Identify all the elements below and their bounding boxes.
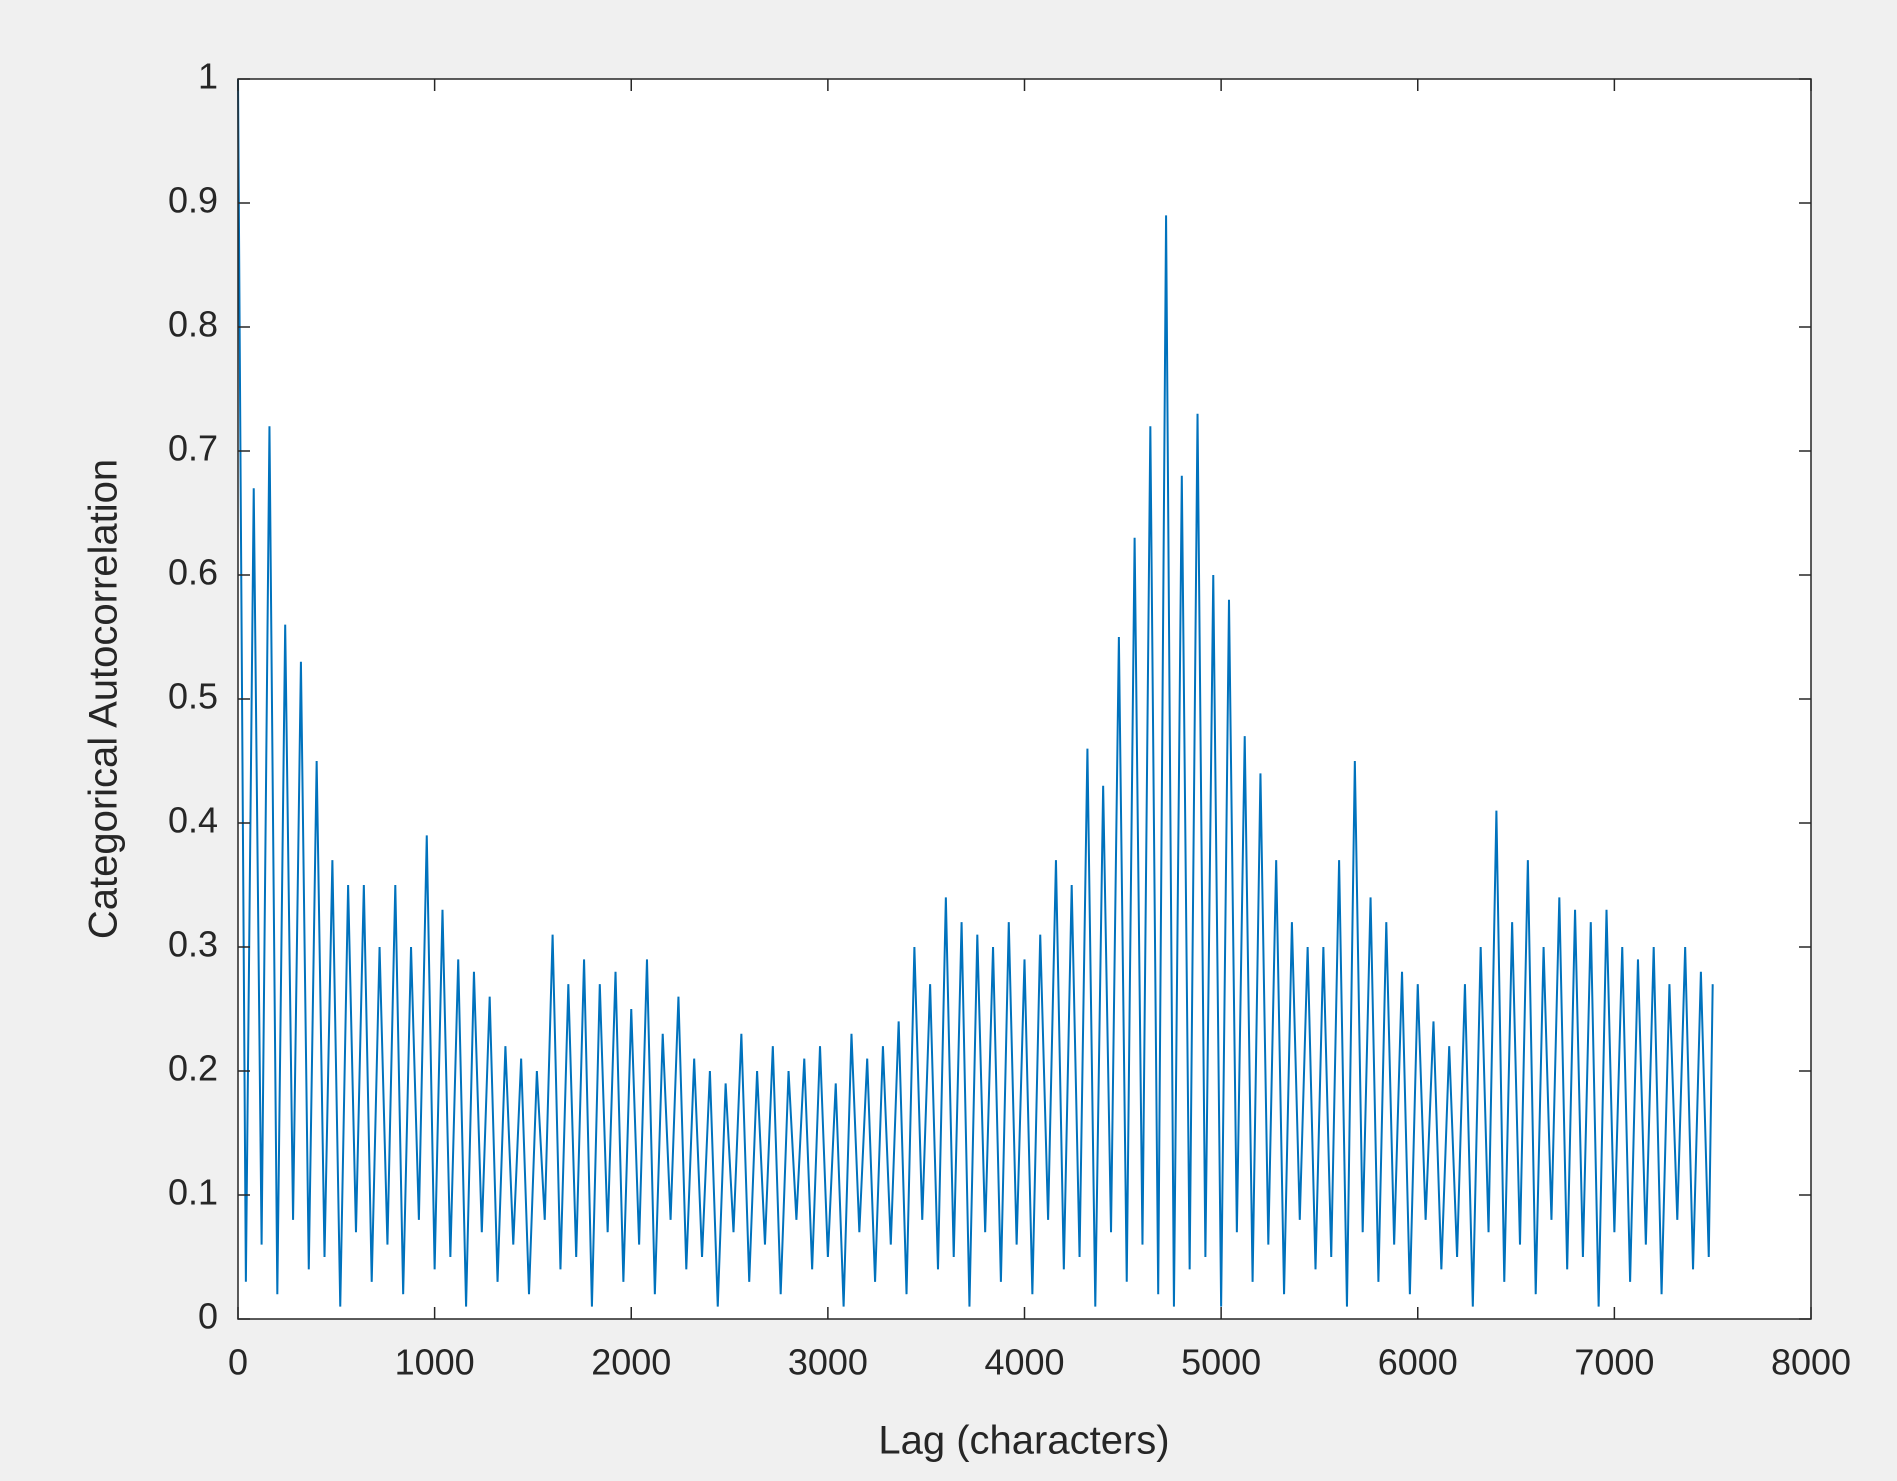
y-tick-label: 0.2 bbox=[168, 1048, 218, 1089]
y-tick-label: 1 bbox=[198, 56, 218, 97]
plot-area bbox=[238, 79, 1811, 1319]
y-tick-label: 0.1 bbox=[168, 1172, 218, 1213]
data-line bbox=[237, 78, 1714, 1307]
y-tick-label: 0.9 bbox=[168, 180, 218, 221]
x-tick-label: 8000 bbox=[1771, 1342, 1851, 1383]
x-tick-label: 0 bbox=[228, 1342, 248, 1383]
x-tick-label: 3000 bbox=[788, 1342, 868, 1383]
y-tick-label: 0.7 bbox=[168, 428, 218, 469]
y-tick-label: 0.3 bbox=[168, 924, 218, 965]
y-tick-label: 0.4 bbox=[168, 800, 218, 841]
x-tick-label: 5000 bbox=[1181, 1342, 1261, 1383]
x-tick-label: 4000 bbox=[984, 1342, 1064, 1383]
y-tick-label: 0.5 bbox=[168, 676, 218, 717]
y-tick-label: 0.6 bbox=[168, 552, 218, 593]
x-axis-label: Lag (characters) bbox=[878, 1419, 1169, 1463]
y-tick-label: 0 bbox=[198, 1296, 218, 1337]
x-tick-label: 6000 bbox=[1378, 1342, 1458, 1383]
y-tick-label: 0.8 bbox=[168, 304, 218, 345]
x-tick-label: 2000 bbox=[591, 1342, 671, 1383]
x-tick-label: 1000 bbox=[395, 1342, 475, 1383]
y-axis-label: Categorical Autocorrelation bbox=[82, 459, 126, 939]
x-tick-label: 7000 bbox=[1574, 1342, 1654, 1383]
